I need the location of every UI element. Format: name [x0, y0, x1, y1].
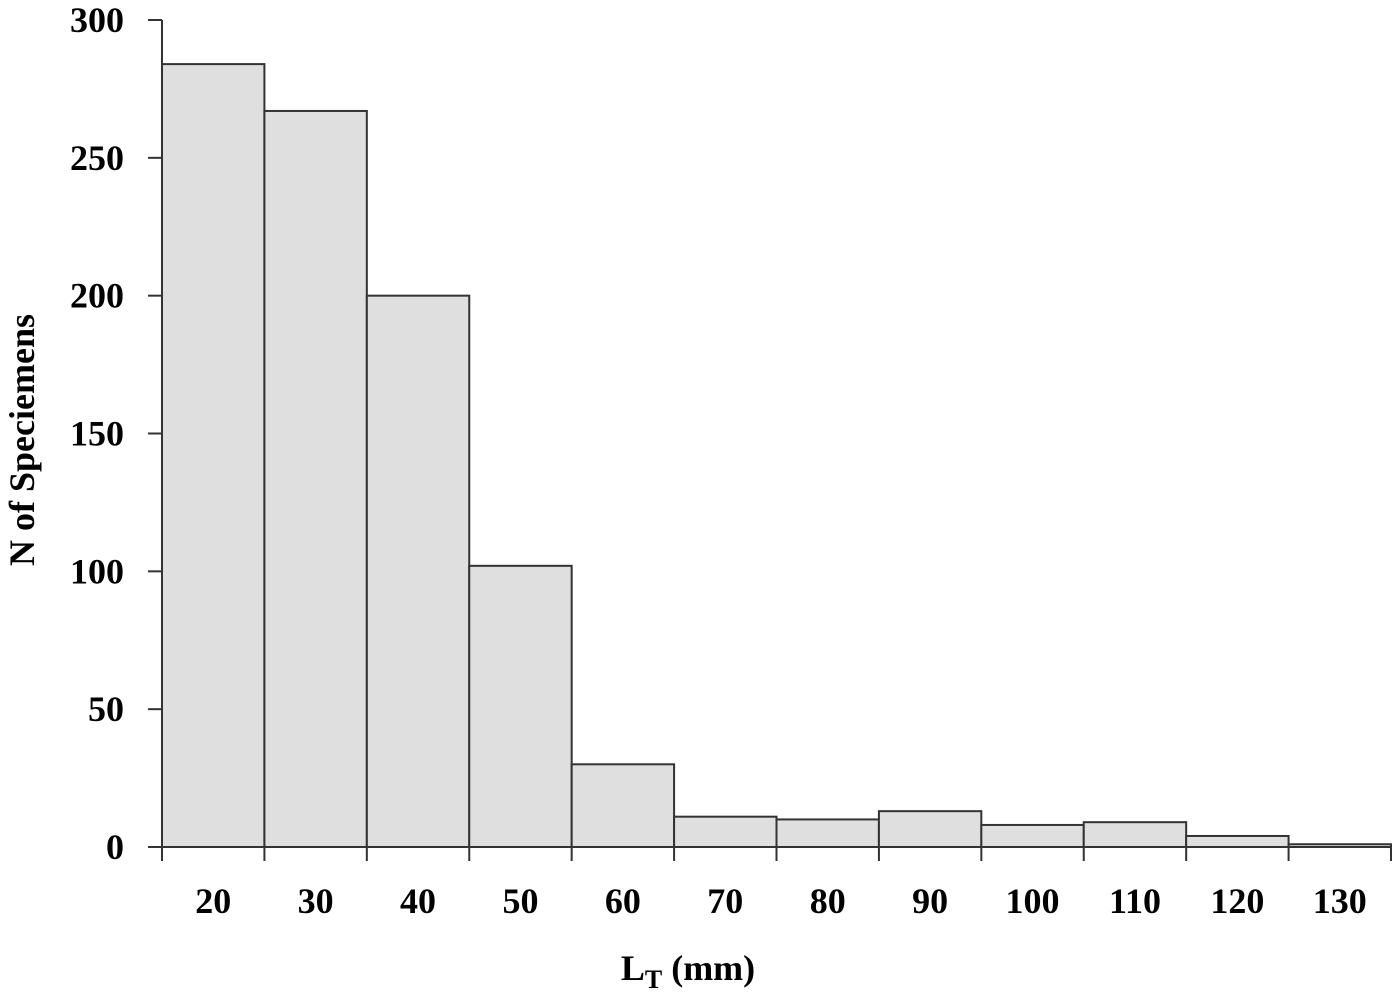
- histogram-bar: [570, 763, 676, 848]
- histogram-bar: [877, 810, 983, 848]
- histogram-bar: [468, 564, 573, 848]
- x-tick-label: 110: [1109, 881, 1161, 921]
- y-axis-title: N of Speciemens: [2, 314, 42, 566]
- x-axis-title-main: L: [621, 948, 645, 988]
- y-tick-label: 250: [70, 138, 124, 178]
- y-axis: 0 50 100 150 200 250 300: [70, 0, 163, 867]
- y-tick-label: 150: [70, 414, 124, 454]
- x-axis-title: LT (mm): [621, 948, 755, 994]
- x-axis: 20 30 40 50 60 70 80 90 100 110 120 130: [148, 846, 1392, 921]
- x-tick-label: 50: [502, 881, 538, 921]
- bars-group: [161, 63, 1393, 849]
- x-axis-title-subscript: T: [645, 965, 662, 994]
- histogram-bar: [263, 109, 368, 849]
- x-tick-label: 80: [810, 881, 846, 921]
- histogram-bar: [775, 818, 880, 849]
- x-tick-label: 30: [298, 881, 334, 921]
- histogram-bar: [1082, 821, 1188, 849]
- x-tick-label: 20: [195, 881, 231, 921]
- histogram-bar: [673, 815, 778, 849]
- y-tick-label: 50: [88, 689, 124, 729]
- x-tick-label: 60: [605, 881, 641, 921]
- y-tick-label: 0: [106, 827, 124, 867]
- y-tick-label: 100: [70, 551, 124, 591]
- histogram-bar: [161, 63, 266, 848]
- x-axis-title-unit: (mm): [662, 948, 755, 988]
- x-tick-label: 70: [707, 881, 743, 921]
- x-tick-label: 40: [400, 881, 436, 921]
- x-tick-label: 100: [1006, 881, 1060, 921]
- histogram-bar: [1185, 834, 1290, 848]
- x-tick-label: 90: [912, 881, 948, 921]
- y-tick-label: 300: [70, 0, 124, 40]
- histogram-bar: [980, 823, 1085, 848]
- histogram-bar: [365, 294, 471, 848]
- x-tick-label: 130: [1313, 881, 1367, 921]
- x-tick-label: 120: [1210, 881, 1264, 921]
- y-tick-label: 200: [70, 276, 124, 316]
